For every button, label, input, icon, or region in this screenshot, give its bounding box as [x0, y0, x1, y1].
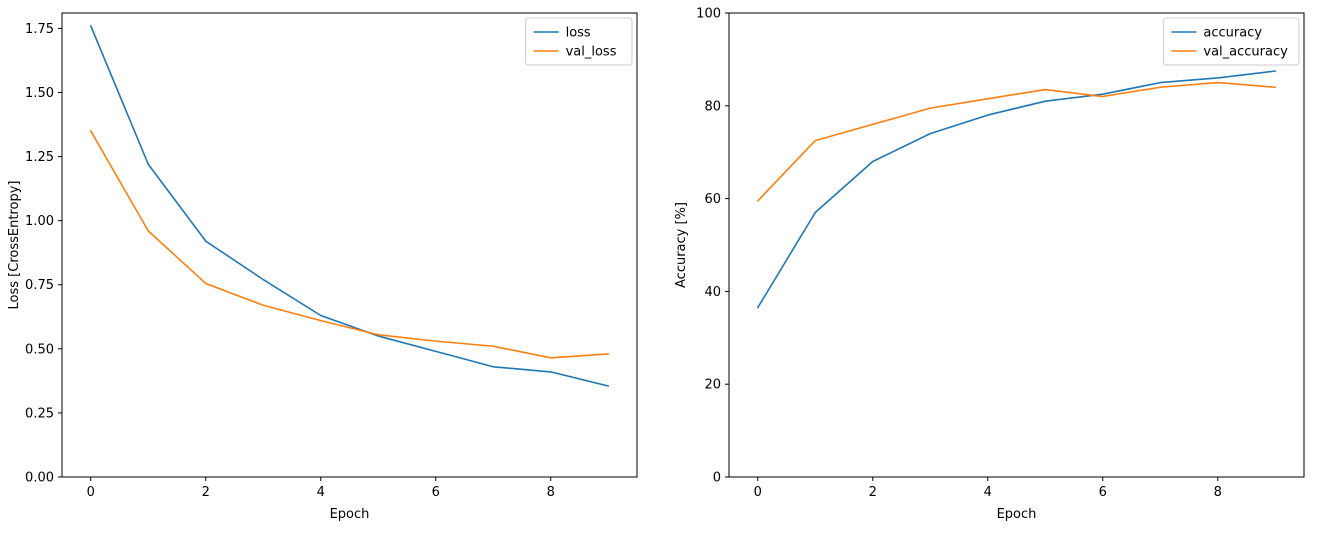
y-tick-label: 60: [704, 192, 721, 207]
legend-label-loss: loss: [566, 26, 591, 41]
x-tick-label: 0: [87, 485, 95, 500]
plot-area: [62, 13, 637, 477]
y-tick-label: 0.50: [25, 342, 54, 357]
series-line-loss: [89, 25, 610, 387]
series-line-val_loss: [89, 130, 610, 359]
y-tick-label: 100: [696, 7, 721, 22]
y-tick-label: 0.00: [25, 471, 54, 486]
y-tick-label: 1.75: [25, 22, 54, 37]
y-tick-label: 80: [704, 99, 721, 114]
y-tick-label: 20: [704, 378, 721, 393]
y-tick-label: 1.00: [25, 214, 54, 229]
y-axis-label: Accuracy [%]: [674, 202, 689, 288]
loss-chart: 0 2 4 6 8 0.00 0.25 0.50 0.75 1.00 1.25 1.50 1.75 Epo…: [0, 0, 660, 530]
y-tick-label: 0.25: [25, 406, 54, 421]
x-tick-label: 2: [869, 485, 877, 500]
x-tick-label: 8: [547, 485, 555, 500]
loss-axes: 0 2 4 6 8 0.00 0.25 0.50 0.75 1.00 1.25 1.50 1.75 Epo…: [7, 12, 638, 522]
y-tick-label: 40: [704, 285, 721, 300]
y-tick-label: 0: [713, 471, 721, 486]
legend-box: [525, 17, 633, 66]
legend: accuracy val_accuracy: [1162, 17, 1300, 66]
y-tick-label: 1.50: [25, 86, 54, 101]
accuracy-chart: 0 2 4 6 8 0 20 40 60 80 100 Epoch Accuracy [%] accura…: [660, 0, 1320, 530]
x-tick-label: 4: [317, 485, 325, 500]
y-axis-label: Loss [CrossEntropy]: [7, 181, 22, 310]
legend-label-val_accuracy: val_accuracy: [1203, 45, 1288, 60]
y-tick-label: 0.75: [25, 278, 54, 293]
x-tick-label: 6: [1099, 485, 1107, 500]
legend-label-val_loss: val_loss: [566, 45, 617, 60]
x-tick-label: 0: [754, 485, 762, 500]
x-tick-label: 8: [1214, 485, 1222, 500]
series-line-val_accuracy: [756, 81, 1277, 202]
x-tick-label: 4: [984, 485, 992, 500]
legend-label-accuracy: accuracy: [1203, 26, 1262, 41]
series-line-accuracy: [756, 70, 1277, 309]
y-tick-label: 1.25: [25, 150, 54, 165]
x-tick-label: 6: [432, 485, 440, 500]
axes-spines: [61, 12, 638, 478]
legend-box: [1162, 17, 1300, 66]
legend: loss val_loss: [525, 17, 633, 66]
x-axis-label: Epoch: [330, 507, 370, 522]
axes-spines: [728, 12, 1305, 478]
x-axis-label: Epoch: [997, 507, 1037, 522]
x-tick-label: 2: [202, 485, 210, 500]
plot-area: [729, 13, 1304, 477]
